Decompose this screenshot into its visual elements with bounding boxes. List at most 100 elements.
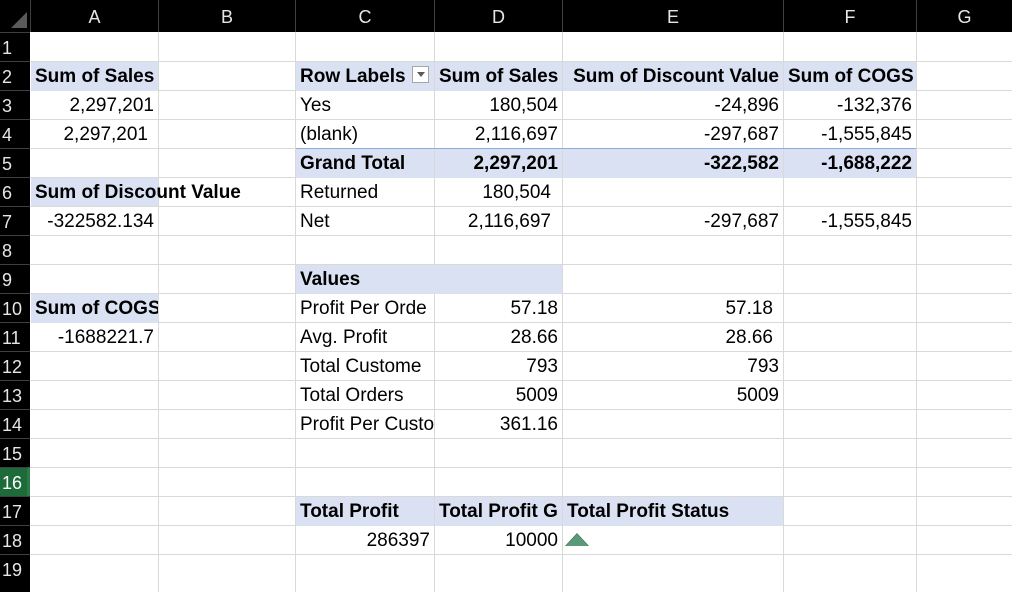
gridline	[30, 496, 1012, 497]
row-header-7[interactable]: 7	[0, 206, 30, 235]
row-header-10[interactable]: 10	[0, 293, 30, 322]
pivot-header-sum-of-cogs[interactable]: Sum of COGS	[784, 62, 916, 91]
values-row-label[interactable]: Total Custome	[300, 356, 422, 377]
pivot-grand-total-sales[interactable]: 2,297,201	[435, 149, 562, 178]
gridline	[783, 32, 784, 592]
values-row-label[interactable]: Profit Per Custo	[300, 414, 434, 435]
row-header-15[interactable]: 15	[0, 438, 30, 467]
pivot-row-discount[interactable]: -297,687	[703, 124, 779, 145]
row-header-8[interactable]: 8	[0, 235, 30, 264]
row-header-9[interactable]: 9	[0, 264, 30, 293]
gridline	[295, 32, 296, 592]
gridline	[30, 322, 1012, 323]
profit-header-total-profit-status[interactable]: Total Profit Status	[563, 497, 783, 526]
pivot-header-sum-of-sales[interactable]: Sum of Sales	[435, 62, 562, 91]
pivot-row-label[interactable]: (blank)	[300, 124, 359, 145]
gridline	[30, 554, 1012, 555]
cell-e7[interactable]: -297,687	[703, 211, 779, 232]
row-header-4[interactable]: 4	[0, 119, 30, 148]
select-all-icon	[11, 12, 27, 28]
cell-a6-sum-of-discount[interactable]: Sum of Discount Value	[35, 182, 241, 203]
profit-header-total-profit-goal[interactable]: Total Profit G	[435, 497, 562, 526]
row-header-11[interactable]: 11	[0, 322, 30, 351]
row-header-19[interactable]: 19	[0, 554, 30, 583]
gridline	[30, 61, 1012, 62]
row-header-13[interactable]: 13	[0, 380, 30, 409]
gridline	[158, 32, 159, 592]
cell-a3[interactable]: 2,297,201	[69, 95, 154, 116]
row-header-5[interactable]: 5	[0, 148, 30, 177]
cell-d7[interactable]: 2,116,697	[467, 211, 551, 232]
gridline	[30, 264, 1012, 265]
cell-c7-net[interactable]: Net	[300, 211, 330, 232]
values-header[interactable]: Values	[296, 265, 562, 294]
cell-f7[interactable]: -1,555,845	[821, 211, 912, 232]
gridline	[30, 206, 1012, 207]
cell-a2-sum-of-sales[interactable]: Sum of Sales	[31, 62, 158, 91]
pivot-row-discount[interactable]: -24,896	[714, 95, 779, 116]
filter-dropdown-icon[interactable]	[411, 66, 429, 84]
row-header-18[interactable]: 18	[0, 525, 30, 554]
pivot-row-sales[interactable]: 180,504	[489, 95, 558, 116]
pivot-grand-total-cogs[interactable]: -1,688,222	[784, 149, 916, 178]
profit-header-total-profit[interactable]: Total Profit	[296, 497, 434, 526]
column-header-a[interactable]: A	[30, 0, 158, 32]
gridline	[30, 119, 1012, 120]
column-header-e[interactable]: E	[562, 0, 783, 32]
cell-a11[interactable]: -1688221.7	[57, 327, 154, 348]
values-row-e[interactable]: 57.18	[725, 298, 773, 319]
values-row-label[interactable]: Total Orders	[300, 385, 404, 406]
status-cell-e18[interactable]	[563, 526, 783, 554]
gridline	[30, 351, 1012, 352]
column-header-b[interactable]: B	[158, 0, 295, 32]
row-header-14[interactable]: 14	[0, 409, 30, 438]
values-row-d[interactable]: 57.18	[510, 298, 558, 319]
select-all-corner[interactable]	[0, 0, 30, 32]
pivot-header-sum-of-discount[interactable]: Sum of Discount Value	[563, 62, 783, 91]
gridline	[30, 380, 1012, 381]
cell-d18-total-profit-goal[interactable]: 10000	[505, 530, 558, 551]
values-row-d[interactable]: 361.16	[499, 414, 558, 435]
pivot-header-row-labels[interactable]: Row Labels	[296, 62, 434, 91]
values-row-d[interactable]: 793	[526, 356, 558, 377]
row-header-3[interactable]: 3	[0, 90, 30, 119]
column-header-f[interactable]: F	[783, 0, 916, 32]
cell-a7[interactable]: -322582.134	[47, 211, 154, 232]
cell-a10-sum-of-cogs[interactable]: Sum of COGS	[31, 294, 158, 323]
cell-a4[interactable]: 2,297,201	[63, 124, 148, 145]
values-row-e[interactable]: 28.66	[725, 327, 773, 348]
values-row-e[interactable]: 5009	[736, 385, 779, 406]
gridline	[916, 32, 917, 592]
values-row-d[interactable]: 5009	[515, 385, 558, 406]
column-header-bar	[0, 0, 1012, 32]
row-header-17[interactable]: 17	[0, 496, 30, 525]
pivot-grand-total-discount[interactable]: -322,582	[563, 149, 783, 178]
grand-total-border	[296, 148, 916, 149]
gridline	[30, 467, 1012, 468]
cell-d6[interactable]: 180,504	[482, 182, 551, 203]
row-header-1[interactable]: 1	[0, 32, 30, 61]
values-row-d[interactable]: 28.66	[510, 327, 558, 348]
up-triangle-icon	[566, 534, 588, 546]
cell-c18-total-profit[interactable]: 286397	[366, 530, 430, 551]
column-header-c[interactable]: C	[295, 0, 434, 32]
pivot-row-cogs[interactable]: -132,376	[836, 95, 912, 116]
pivot-header-label: Row Labels	[300, 66, 406, 87]
gridline	[434, 32, 435, 592]
gridline	[562, 32, 563, 592]
values-row-e[interactable]: 793	[747, 356, 779, 377]
column-header-g[interactable]: G	[916, 0, 1012, 32]
gridline	[30, 438, 1012, 439]
values-row-label[interactable]: Profit Per Orde	[300, 298, 427, 319]
row-header-12[interactable]: 12	[0, 351, 30, 380]
pivot-grand-total-label[interactable]: Grand Total	[296, 149, 434, 178]
row-header-6[interactable]: 6	[0, 177, 30, 206]
values-row-label[interactable]: Avg. Profit	[300, 327, 388, 348]
pivot-row-label[interactable]: Yes	[300, 95, 331, 116]
pivot-row-cogs[interactable]: -1,555,845	[821, 124, 912, 145]
row-header-2[interactable]: 2	[0, 61, 30, 90]
pivot-row-sales[interactable]: 2,116,697	[474, 124, 558, 145]
row-header-16-selected[interactable]: 16	[0, 467, 30, 496]
cell-c6-returned[interactable]: Returned	[300, 182, 379, 203]
column-header-d[interactable]: D	[434, 0, 562, 32]
